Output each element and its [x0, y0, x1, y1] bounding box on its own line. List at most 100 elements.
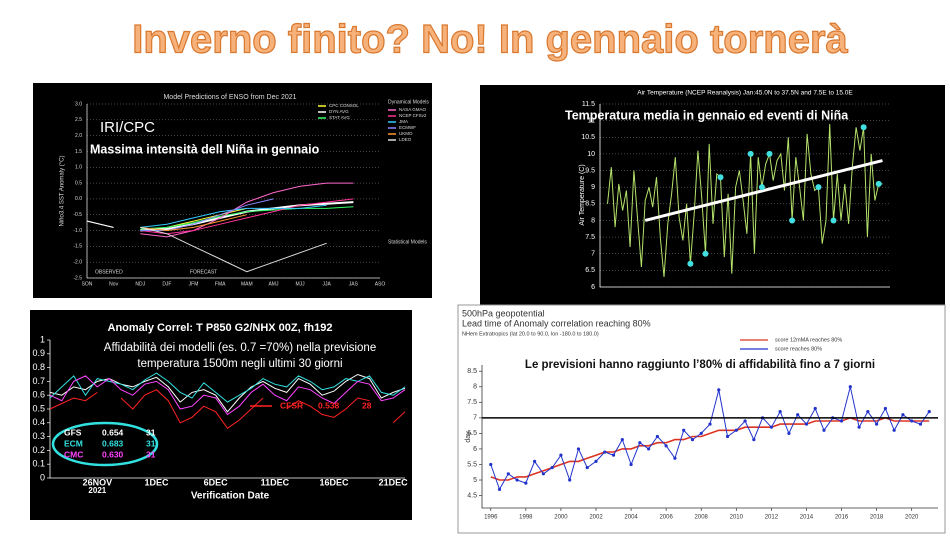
legend-mean: 0.654	[102, 427, 124, 437]
y-tick-label: 1.0	[75, 165, 82, 171]
panel	[457, 304, 946, 534]
annotation: IRI/CPC	[100, 119, 155, 136]
point	[910, 419, 914, 423]
annotation: FORECAST	[190, 269, 217, 275]
annotation: Massima intensità dell Niña in gennaio	[90, 142, 320, 156]
legend-label: UKMO	[399, 131, 413, 136]
y-tick-label: -2.5	[73, 275, 82, 281]
annotation: Temperatura media in gennaio ed eventi d…	[565, 108, 849, 122]
point	[655, 434, 659, 439]
x-tick-label: ASO	[375, 281, 386, 287]
y-tick-label: 10	[587, 151, 595, 158]
point	[497, 487, 502, 491]
point	[506, 472, 510, 476]
point	[541, 472, 545, 476]
x-tick-label: FMA	[215, 281, 226, 287]
chart-subtitle: Lead time of Anomaly correlation reachin…	[462, 318, 651, 328]
annotation: temperatura 1500m negli ultimi 30 giorni	[137, 358, 342, 370]
y-tick-label: 1	[40, 334, 45, 344]
x-tick-label: 1DEC	[144, 477, 169, 487]
highlight-point	[789, 217, 796, 224]
y-axis-label: day	[465, 431, 472, 443]
x-tick-label: 2012	[765, 515, 779, 521]
point	[848, 385, 852, 389]
legend-label: CFSR	[280, 400, 303, 410]
y-tick-label: -1.5	[73, 244, 82, 250]
y-tick-label: 8	[473, 384, 477, 391]
chart-title: Anomaly Correl: T P850 G2/NHX 00Z, fh192	[108, 322, 333, 334]
y-tick-label: 3.0	[75, 101, 82, 107]
y-tick-label: -1.0	[73, 228, 82, 234]
point	[804, 422, 809, 426]
legend-label: NASA GMAO	[399, 107, 427, 112]
series-line	[607, 123, 883, 278]
x-tick-label: 2018	[870, 515, 884, 521]
y-tick-label: 9	[591, 184, 595, 191]
point	[515, 478, 519, 482]
point	[559, 453, 563, 457]
x-tick-label: MJJ	[296, 281, 306, 287]
y-tick-label: 6.5	[467, 430, 477, 437]
point	[690, 438, 695, 442]
y-tick-label: 0.2	[32, 445, 45, 455]
x-axis-label: Verification Date	[191, 491, 270, 502]
highlight-point	[815, 184, 822, 191]
highlight-point	[758, 184, 765, 191]
y-tick-label: 11	[588, 117, 595, 124]
y-tick-label: 5.5	[467, 461, 477, 468]
x-tick-label: 2010	[730, 515, 744, 521]
series-line	[140, 198, 274, 231]
point	[839, 419, 844, 423]
annotation: Le previsioni hanno raggiunto l’80% di a…	[525, 359, 875, 371]
chart-title: 500hPa geopotential	[462, 308, 545, 318]
x-tick-label: 2004	[624, 515, 638, 521]
legend-label: GFS	[64, 427, 82, 437]
point	[638, 441, 642, 445]
y-tick-label: 6.5	[585, 267, 595, 274]
point	[875, 422, 879, 426]
x-tick-label: JJA	[323, 281, 332, 287]
point	[752, 438, 756, 442]
observed-line	[86, 220, 114, 228]
x-tick-label: 1998	[519, 515, 533, 521]
y-tick-label: 1.5	[75, 149, 82, 155]
axis	[49, 340, 405, 479]
point	[901, 413, 905, 417]
legend-label: CMC	[64, 449, 83, 459]
legend-mean: 0.683	[102, 438, 124, 448]
point	[822, 428, 826, 432]
y-tick-label: 0.7	[32, 376, 45, 386]
y-tick-label: 7.5	[467, 399, 477, 406]
point	[717, 388, 721, 392]
panel	[33, 83, 432, 298]
point	[734, 428, 738, 432]
legend-label: DYN AVG	[329, 109, 349, 114]
x-tick-label: 2002	[589, 515, 603, 521]
x-tick-label: 26NOV	[83, 477, 113, 487]
point	[585, 465, 589, 470]
legend-ring	[51, 421, 159, 467]
x-tick-label: 2016	[835, 515, 849, 521]
slide-title: Inverno finito? No! In gennaio tornerà	[132, 18, 848, 62]
annotation: OBSERVED	[95, 269, 123, 275]
x-sublabel: 2021	[88, 486, 106, 495]
annotation: Affidabilità dei modelli (es. 0.7 =70%) …	[104, 342, 376, 354]
point	[533, 459, 537, 463]
legend-label: score 12mMA reaches 80%	[775, 337, 842, 343]
point	[857, 425, 861, 429]
y-tick-label: 0.8	[32, 362, 45, 372]
axis	[481, 365, 938, 509]
chart-title: Air Temperature (NCEP Reanalysis) Jan:45…	[637, 90, 853, 97]
series-line	[140, 214, 247, 232]
y-tick-label: 6	[473, 446, 477, 453]
y-tick-label: 0.3	[32, 431, 45, 441]
point	[611, 453, 616, 457]
x-tick-label: 21DEC	[379, 477, 409, 487]
y-tick-label: 2.5	[75, 117, 82, 123]
series-line	[140, 198, 354, 235]
point	[796, 413, 800, 417]
point	[708, 422, 712, 426]
y-tick-label: 11.5	[582, 101, 595, 108]
point	[927, 410, 931, 414]
x-tick-label: 2000	[554, 515, 568, 521]
